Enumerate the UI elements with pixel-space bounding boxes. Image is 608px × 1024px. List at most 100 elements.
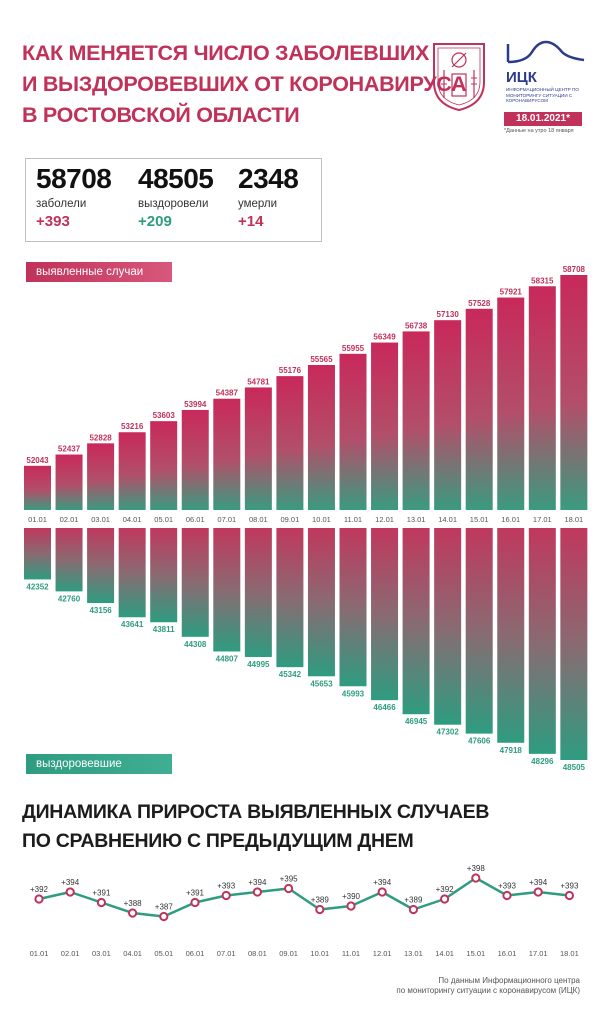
growth-value-label: +394 [61, 878, 80, 887]
cases-bar [244, 387, 272, 510]
date-tick-label: 09.01 [279, 949, 298, 958]
growth-value-label: +392 [436, 885, 455, 894]
date-tick-label: 15.01 [470, 515, 489, 524]
cases-value-label: 55176 [279, 366, 302, 375]
growth-value-label: +393 [560, 882, 579, 891]
stat-recovered: 48505 выздоровели +209 [138, 159, 214, 233]
recovered-value-label: 47606 [468, 737, 491, 746]
page-title: Как меняется число заболевших и выздоров… [22, 38, 467, 131]
recovered-value-label: 45342 [279, 670, 302, 679]
recovered-value-label: 44807 [216, 654, 239, 663]
recovered-value-label: 45993 [342, 689, 365, 698]
coat-of-arms-icon [428, 38, 490, 114]
date-tick-label: 01.01 [30, 949, 49, 958]
ick-logo-icon [506, 40, 585, 64]
growth-point [533, 887, 543, 897]
recovered-bar [307, 528, 335, 677]
recovered-bar [528, 528, 556, 754]
date-tick-label: 13.01 [407, 515, 426, 524]
date-tick-label: 16.01 [498, 949, 517, 958]
stat-label: умерли [238, 198, 278, 210]
date-tick-label: 06.01 [186, 949, 205, 958]
recovered-value-label: 43156 [89, 606, 112, 615]
date-tick-label: 15.01 [466, 949, 485, 958]
growth-line [38, 876, 570, 918]
date-badge: 18.01.2021* [504, 112, 582, 126]
subtitle-line: Динамика прироста выявленных случаев [22, 801, 490, 823]
recovered-value-label: 42760 [58, 594, 81, 603]
cases-value-label: 57130 [437, 310, 460, 319]
date-tick-label: 03.01 [91, 515, 110, 524]
cases-value-label: 57921 [500, 288, 523, 297]
cases-value-label: 58315 [531, 276, 554, 285]
cases-value-label: 55565 [310, 355, 333, 364]
growth-value-label: +394 [248, 878, 267, 887]
growth-point [252, 887, 262, 897]
recovered-value-label: 47918 [500, 746, 523, 755]
recovered-value-label: 47302 [437, 728, 460, 737]
cases-bar [434, 320, 462, 510]
cases-bar [24, 465, 51, 510]
recovered-bar [465, 528, 493, 734]
growth-point [65, 887, 75, 897]
cases-bar [307, 364, 335, 510]
stat-label: заболели [36, 198, 87, 210]
date-tick-label: 02.01 [61, 949, 80, 958]
cases-bar [276, 376, 304, 510]
date-tick-label: 08.01 [248, 949, 267, 958]
growth-value-label: +388 [124, 899, 143, 908]
date-tick-label: 11.01 [344, 515, 362, 524]
cases-bar [528, 286, 556, 510]
growth-value-label: +391 [186, 889, 205, 898]
cases-series-label: выявленные случаи [26, 262, 172, 282]
recovered-bar [402, 528, 430, 715]
cases-bar [560, 275, 588, 510]
stat-value: 58708 [36, 163, 112, 194]
recovered-bar [244, 528, 272, 657]
recovered-bar [560, 528, 588, 760]
cases-value-label: 56349 [373, 333, 396, 342]
growth-point [408, 904, 418, 915]
cases-bar [150, 421, 178, 510]
recovered-bar [339, 528, 367, 687]
credit-line: По данным Информационного центра [438, 976, 580, 985]
growth-value-label: +389 [311, 896, 330, 905]
growth-point [128, 908, 138, 918]
stat-label: выздоровели [138, 198, 209, 210]
date-tick-label: 04.01 [123, 515, 142, 524]
recovered-value-label: 43641 [121, 620, 144, 629]
recovered-value-label: 42352 [26, 582, 49, 591]
title-line: и выздоровевших от коронавируса [22, 72, 467, 96]
growth-value-label: +389 [404, 896, 423, 905]
cases-value-label: 54387 [216, 389, 239, 398]
growth-point [34, 894, 44, 904]
date-tick-label: 01.01 [28, 515, 47, 524]
recovered-bar [276, 528, 304, 668]
date-tick-label: 05.01 [154, 949, 173, 958]
date-tick-label: 09.01 [281, 515, 300, 524]
growth-value-label: +393 [498, 882, 517, 891]
date-tick-label: 17.01 [533, 515, 552, 524]
recovered-value-label: 48296 [531, 757, 554, 766]
date-tick-label: 06.01 [186, 515, 205, 524]
cases-value-label: 56738 [405, 321, 428, 330]
growth-point [440, 894, 450, 904]
growth-point [96, 897, 107, 908]
cases-value-label: 52828 [89, 433, 112, 442]
recovered-bar [434, 528, 462, 725]
recovered-bar [150, 528, 178, 623]
growth-point [315, 904, 325, 915]
recovered-value-label: 46945 [405, 717, 428, 726]
recovered-bar [87, 528, 115, 604]
recovered-value-label: 44995 [247, 660, 270, 669]
stat-value: 2348 [238, 163, 299, 194]
growth-value-label: +387 [155, 903, 174, 912]
cases-value-label: 53603 [153, 411, 176, 420]
growth-point [221, 890, 231, 901]
date-tick-label: 17.01 [529, 949, 548, 958]
recovered-bar [118, 528, 146, 618]
stat-delta: +209 [138, 213, 172, 230]
recovered-value-label: 48505 [563, 763, 586, 772]
logo-subtitle: ИНФОРМАЦИОННЫЙ ЦЕНТР ПО МОНИТОРИНГУ СИТУ… [506, 87, 579, 103]
date-tick-label: 08.01 [249, 515, 268, 524]
